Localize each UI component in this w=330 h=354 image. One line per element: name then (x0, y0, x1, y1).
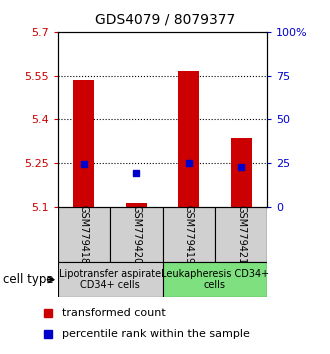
Bar (178, 71, 199, 207)
FancyBboxPatch shape (162, 262, 267, 297)
Text: Leukapheresis CD34+
cells: Leukapheresis CD34+ cells (161, 269, 269, 291)
Text: GSM779420: GSM779420 (131, 205, 141, 264)
Text: Lipotransfer aspirate
CD34+ cells: Lipotransfer aspirate CD34+ cells (59, 269, 161, 291)
FancyBboxPatch shape (110, 207, 162, 262)
FancyBboxPatch shape (162, 207, 215, 262)
Text: percentile rank within the sample: percentile rank within the sample (62, 329, 249, 339)
FancyBboxPatch shape (58, 262, 162, 297)
Text: GDS4079 / 8079377: GDS4079 / 8079377 (95, 12, 235, 27)
FancyBboxPatch shape (215, 207, 267, 262)
Text: transformed count: transformed count (62, 308, 165, 318)
Bar (74, 80, 94, 207)
Text: cell type: cell type (3, 273, 54, 286)
Bar (126, 203, 147, 207)
Text: GSM779421: GSM779421 (236, 205, 246, 264)
Bar (231, 138, 251, 207)
Text: GSM779419: GSM779419 (184, 205, 194, 264)
FancyBboxPatch shape (58, 207, 110, 262)
Text: GSM779418: GSM779418 (79, 205, 89, 264)
